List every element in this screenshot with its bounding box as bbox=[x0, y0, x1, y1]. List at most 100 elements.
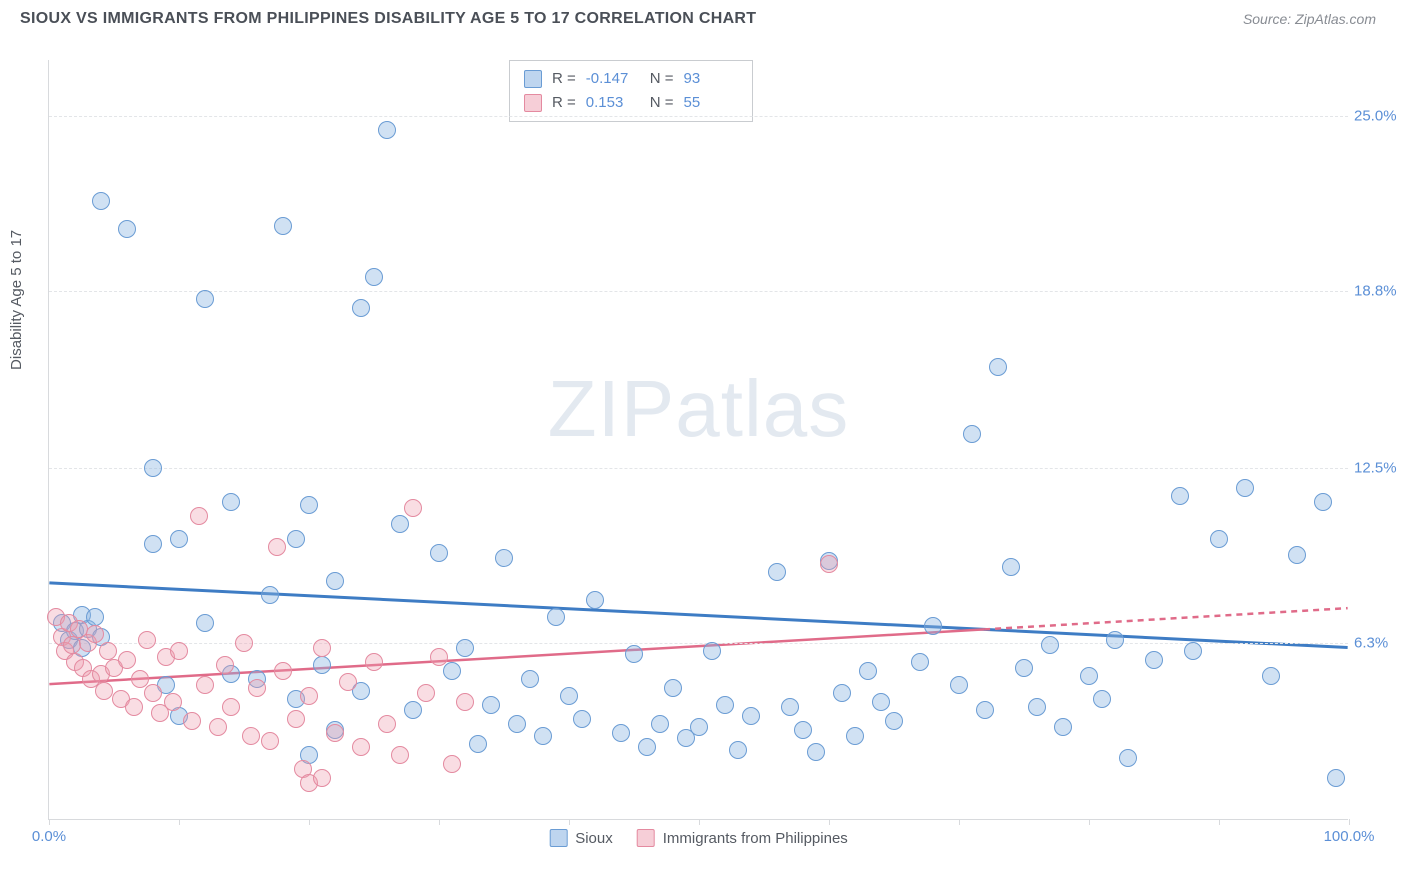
x-tick bbox=[829, 819, 830, 825]
data-point bbox=[300, 496, 318, 514]
data-point bbox=[1093, 690, 1111, 708]
data-point bbox=[768, 563, 786, 581]
y-tick-label: 12.5% bbox=[1354, 460, 1404, 477]
stat-label: N = bbox=[650, 91, 674, 115]
data-point bbox=[268, 538, 286, 556]
data-point bbox=[1327, 769, 1345, 787]
data-point bbox=[1210, 530, 1228, 548]
data-point bbox=[963, 425, 981, 443]
data-point bbox=[456, 693, 474, 711]
data-point bbox=[950, 676, 968, 694]
stat-value: -0.147 bbox=[586, 67, 640, 91]
data-point bbox=[690, 718, 708, 736]
x-tick bbox=[569, 819, 570, 825]
data-point bbox=[924, 617, 942, 635]
data-point bbox=[1106, 631, 1124, 649]
data-point bbox=[352, 738, 370, 756]
chart-title: SIOUX VS IMMIGRANTS FROM PHILIPPINES DIS… bbox=[20, 10, 756, 28]
legend-item: Sioux bbox=[549, 829, 613, 847]
stat-value: 93 bbox=[684, 67, 738, 91]
data-point bbox=[560, 687, 578, 705]
data-point bbox=[287, 710, 305, 728]
gridline bbox=[49, 116, 1348, 117]
data-point bbox=[118, 651, 136, 669]
data-point bbox=[638, 738, 656, 756]
data-point bbox=[274, 662, 292, 680]
data-point bbox=[313, 656, 331, 674]
data-point bbox=[313, 639, 331, 657]
data-point bbox=[183, 712, 201, 730]
data-point bbox=[547, 608, 565, 626]
stat-value: 0.153 bbox=[586, 91, 640, 115]
swatch-icon bbox=[637, 829, 655, 847]
x-tick bbox=[699, 819, 700, 825]
data-point bbox=[144, 459, 162, 477]
swatch-icon bbox=[549, 829, 567, 847]
data-point bbox=[794, 721, 812, 739]
data-point bbox=[261, 732, 279, 750]
watermark: ZIPatlas bbox=[548, 363, 849, 455]
data-point bbox=[846, 727, 864, 745]
data-point bbox=[216, 656, 234, 674]
swatch-icon bbox=[524, 94, 542, 112]
data-point bbox=[196, 676, 214, 694]
data-point bbox=[287, 530, 305, 548]
data-point bbox=[378, 121, 396, 139]
x-tick bbox=[439, 819, 440, 825]
data-point bbox=[170, 642, 188, 660]
data-point bbox=[807, 743, 825, 761]
data-point bbox=[872, 693, 890, 711]
data-point bbox=[326, 724, 344, 742]
data-point bbox=[86, 625, 104, 643]
data-point bbox=[196, 290, 214, 308]
data-point bbox=[833, 684, 851, 702]
data-point bbox=[222, 493, 240, 511]
data-point bbox=[164, 693, 182, 711]
y-axis-label: Disability Age 5 to 17 bbox=[8, 230, 25, 370]
data-point bbox=[1314, 493, 1332, 511]
data-point bbox=[339, 673, 357, 691]
y-tick-label: 18.8% bbox=[1354, 282, 1404, 299]
stat-label: R = bbox=[552, 67, 576, 91]
gridline bbox=[49, 291, 1348, 292]
data-point bbox=[170, 530, 188, 548]
data-point bbox=[1145, 651, 1163, 669]
data-point bbox=[742, 707, 760, 725]
swatch-icon bbox=[524, 70, 542, 88]
data-point bbox=[1002, 558, 1020, 576]
data-point bbox=[235, 634, 253, 652]
data-point bbox=[417, 684, 435, 702]
data-point bbox=[300, 687, 318, 705]
x-tick bbox=[179, 819, 180, 825]
stat-label: N = bbox=[650, 67, 674, 91]
x-tick bbox=[1349, 819, 1350, 825]
data-point bbox=[404, 499, 422, 517]
data-point bbox=[443, 755, 461, 773]
data-point bbox=[99, 642, 117, 660]
data-point bbox=[86, 608, 104, 626]
data-point bbox=[404, 701, 422, 719]
data-point bbox=[859, 662, 877, 680]
data-point bbox=[1028, 698, 1046, 716]
data-point bbox=[365, 653, 383, 671]
data-point bbox=[885, 712, 903, 730]
x-tick-label: 0.0% bbox=[32, 828, 66, 845]
data-point bbox=[1262, 667, 1280, 685]
stat-label: R = bbox=[552, 91, 576, 115]
data-point bbox=[534, 727, 552, 745]
data-point bbox=[118, 220, 136, 238]
data-point bbox=[1015, 659, 1033, 677]
gridline bbox=[49, 468, 1348, 469]
data-point bbox=[430, 648, 448, 666]
data-point bbox=[1054, 718, 1072, 736]
regression-lines bbox=[49, 60, 1348, 819]
data-point bbox=[196, 614, 214, 632]
data-point bbox=[365, 268, 383, 286]
x-tick bbox=[1219, 819, 1220, 825]
data-point bbox=[1119, 749, 1137, 767]
data-point bbox=[1184, 642, 1202, 660]
data-point bbox=[612, 724, 630, 742]
data-point bbox=[820, 555, 838, 573]
data-point bbox=[664, 679, 682, 697]
data-point bbox=[781, 698, 799, 716]
